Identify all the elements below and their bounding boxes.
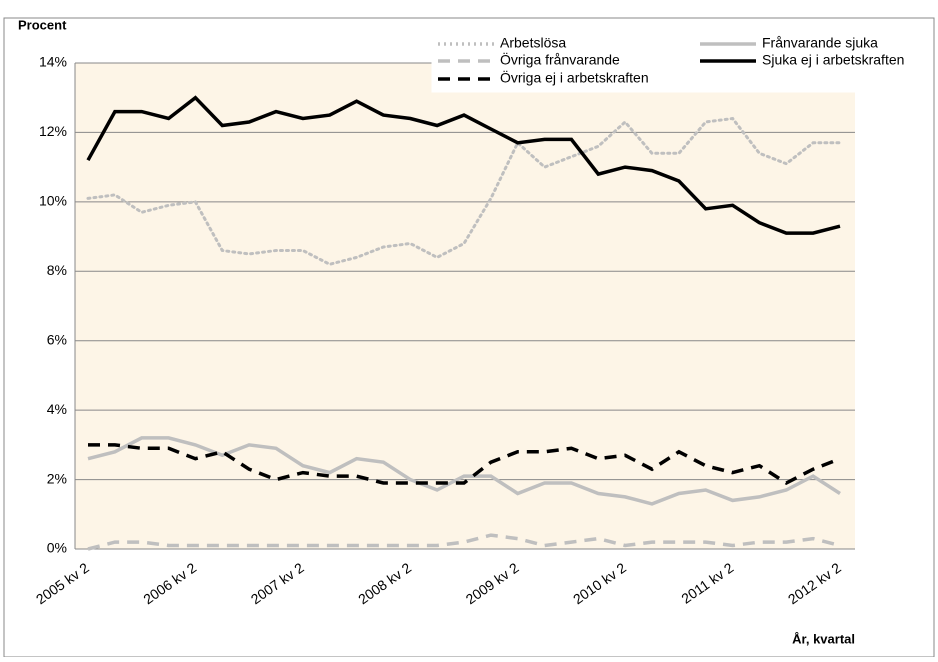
y-axis-title: Procent (18, 17, 67, 32)
y-tick-label: 6% (47, 331, 67, 347)
y-tick-label: 10% (39, 193, 67, 209)
y-tick-label: 0% (47, 540, 67, 556)
x-axis-title: År, kvartal (792, 631, 855, 646)
legend-label: Övriga ej i arbetskraften (500, 69, 649, 86)
series-line (87, 533, 841, 551)
series-line (86, 95, 841, 235)
y-tick-label: 12% (39, 123, 67, 139)
legend-label: Övriga frånvarande (500, 51, 620, 68)
series-line (87, 436, 841, 506)
legend-box (431, 33, 929, 93)
y-tick-label: 4% (47, 401, 67, 417)
plot-area (75, 63, 855, 549)
series-line (86, 116, 842, 266)
y-tick-label: 8% (47, 262, 67, 278)
y-tick-label: 14% (39, 54, 67, 70)
legend-label: Frånvarande sjuka (762, 35, 878, 51)
legend-label: Arbetslösa (500, 35, 566, 51)
legend-label: Sjuka ej i arbetskraften (762, 52, 904, 68)
series-line (88, 443, 841, 486)
y-tick-label: 2% (47, 470, 67, 486)
